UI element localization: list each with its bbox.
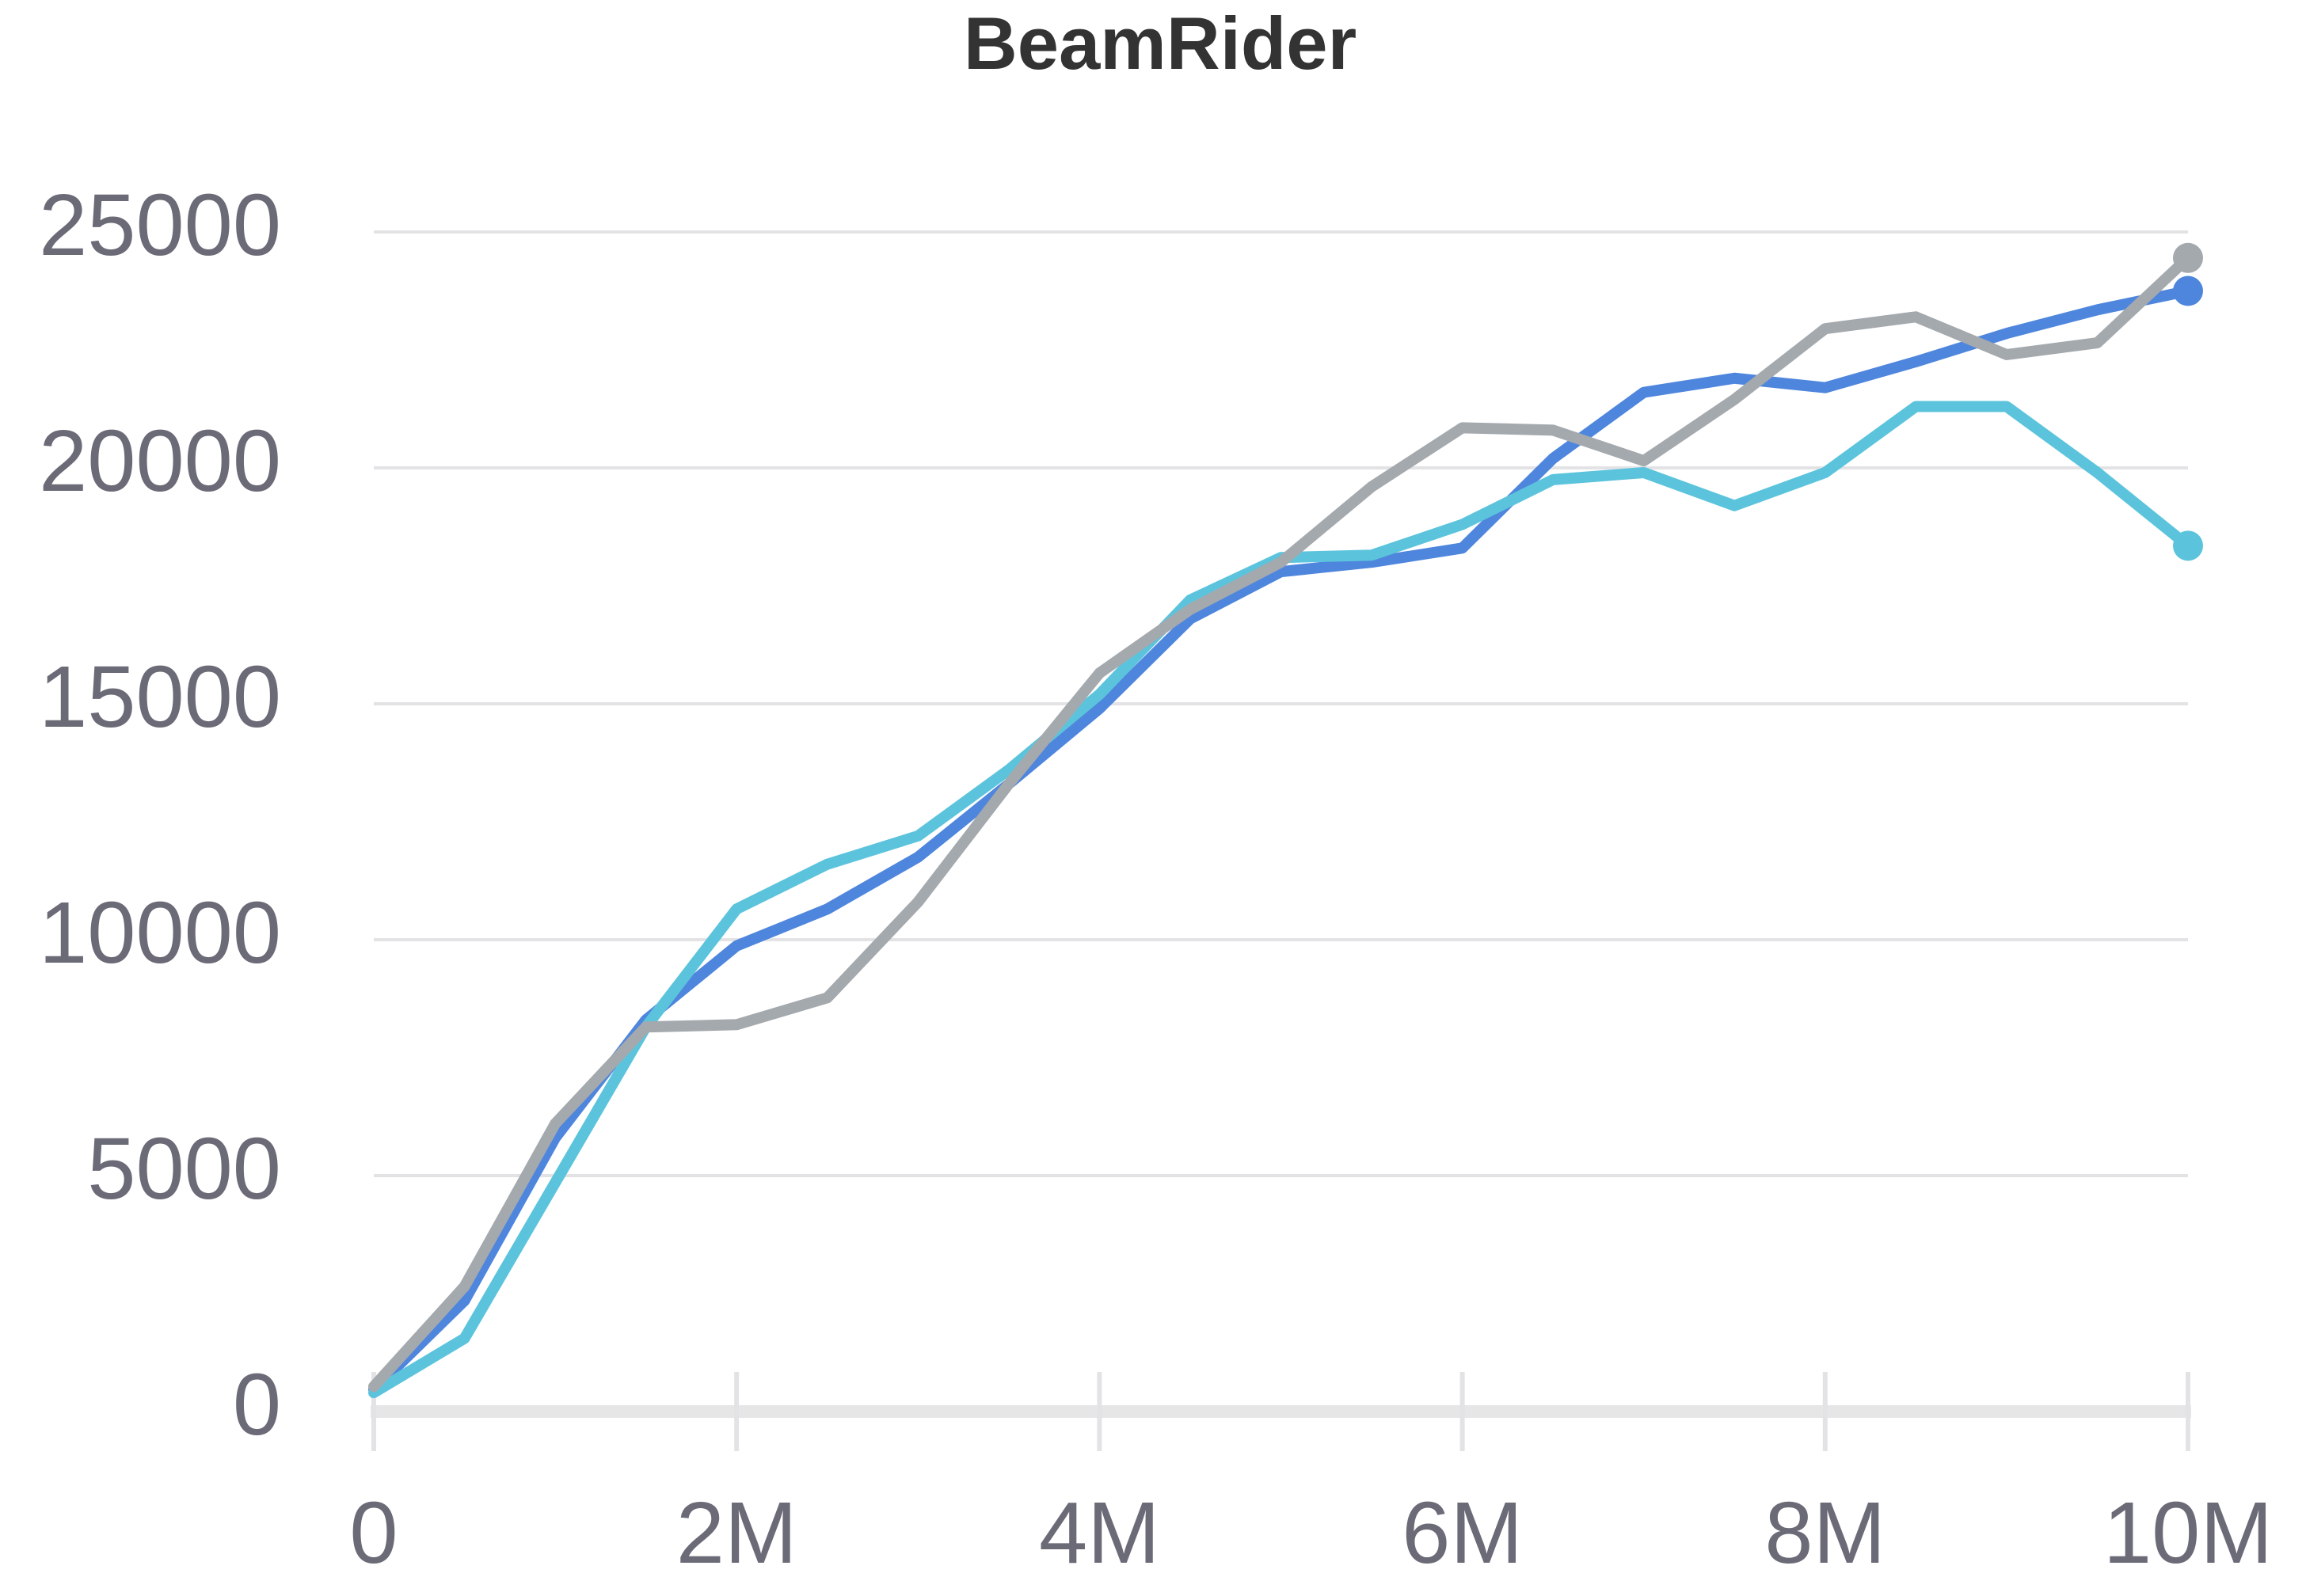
x-tick-label: 8M xyxy=(1764,1484,1886,1582)
series-line xyxy=(368,401,2194,1399)
chart-title: BeamRider xyxy=(964,2,1357,85)
y-tick-label: 0 xyxy=(233,1356,281,1454)
y-tick-label: 25000 xyxy=(39,177,281,274)
end-point xyxy=(2173,530,2203,561)
x-tick-label: 4M xyxy=(1039,1484,1160,1582)
series-line xyxy=(368,252,2194,1393)
x-tick-label: 6M xyxy=(1402,1484,1523,1582)
x-tick-label: 0 xyxy=(349,1484,398,1582)
x-tick-label: 2M xyxy=(676,1484,797,1582)
y-tick-label: 15000 xyxy=(39,648,281,746)
y-tick-label: 10000 xyxy=(39,884,281,982)
y-tick-label: 5000 xyxy=(87,1120,281,1218)
series-line xyxy=(368,285,2194,1395)
y-tick-label: 20000 xyxy=(39,412,281,510)
x-tick-label: 10M xyxy=(2103,1484,2273,1582)
end-point xyxy=(2173,242,2203,273)
end-point xyxy=(2173,276,2203,306)
